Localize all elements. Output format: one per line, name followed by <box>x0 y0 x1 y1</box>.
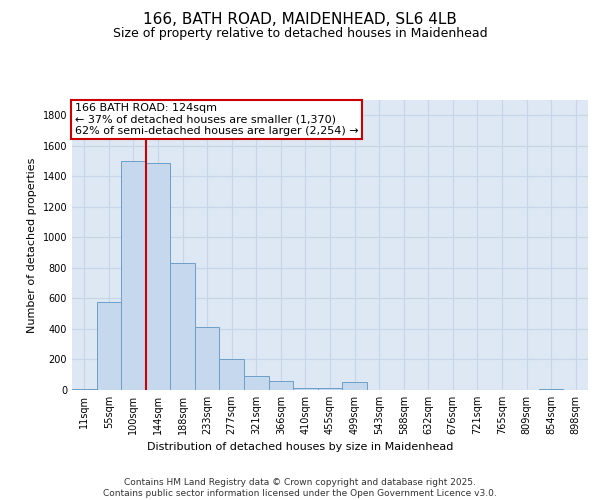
Bar <box>97 302 121 390</box>
Bar <box>318 388 342 390</box>
Text: Contains HM Land Registry data © Crown copyright and database right 2025.
Contai: Contains HM Land Registry data © Crown c… <box>103 478 497 498</box>
Bar <box>342 382 367 390</box>
Text: Distribution of detached houses by size in Maidenhead: Distribution of detached houses by size … <box>147 442 453 452</box>
Text: 166 BATH ROAD: 124sqm
← 37% of detached houses are smaller (1,370)
62% of semi-d: 166 BATH ROAD: 124sqm ← 37% of detached … <box>74 103 358 136</box>
Y-axis label: Number of detached properties: Number of detached properties <box>27 158 37 332</box>
Bar <box>170 264 195 390</box>
Bar <box>220 358 244 390</box>
Text: 166, BATH ROAD, MAIDENHEAD, SL6 4LB: 166, BATH ROAD, MAIDENHEAD, SL6 4LB <box>143 12 457 28</box>
Text: Size of property relative to detached houses in Maidenhead: Size of property relative to detached ho… <box>113 28 487 40</box>
Bar <box>72 389 97 390</box>
Bar <box>195 328 220 390</box>
Bar <box>244 376 269 390</box>
Bar <box>269 381 293 390</box>
Bar <box>146 162 170 390</box>
Bar <box>293 388 318 390</box>
Bar <box>539 389 563 390</box>
Bar <box>121 161 146 390</box>
